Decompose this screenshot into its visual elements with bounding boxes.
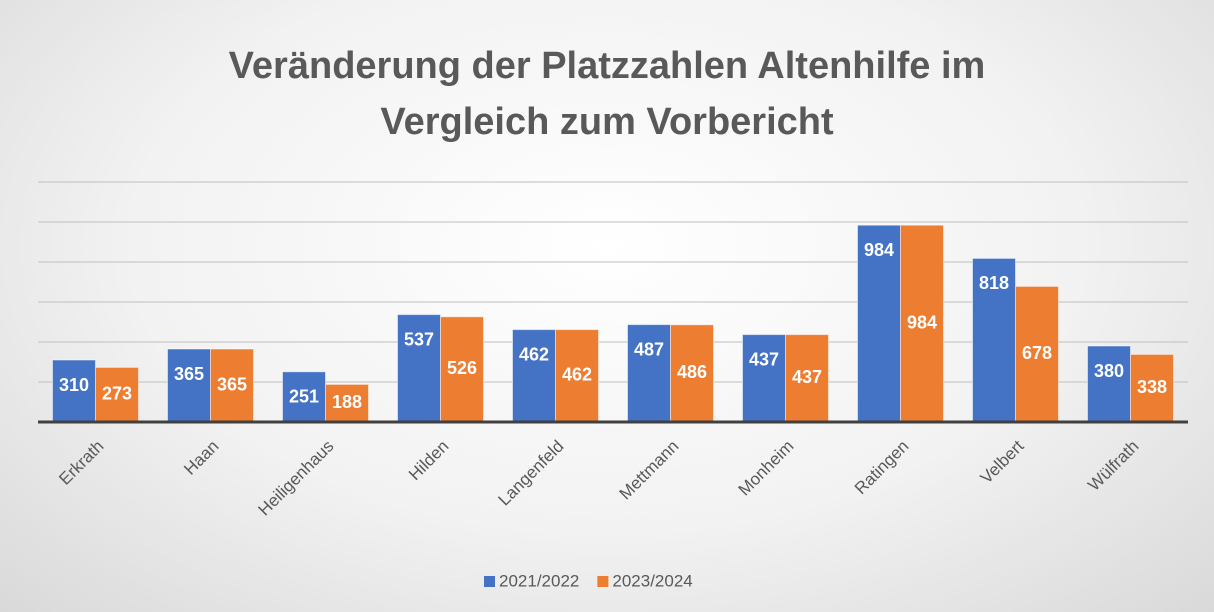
legend-label: 2021/2022 — [499, 571, 579, 590]
bar — [555, 329, 599, 423]
data-label: 487 — [634, 339, 664, 359]
chart-title: Veränderung der Platzzahlen Altenhilfe i… — [228, 45, 986, 143]
data-label: 678 — [1022, 343, 1052, 363]
bar — [325, 383, 369, 423]
data-label: 818 — [979, 273, 1009, 293]
bar — [670, 324, 714, 423]
data-label: 437 — [792, 367, 822, 387]
data-label: 380 — [1094, 361, 1124, 381]
bar — [857, 224, 901, 423]
bar — [1130, 353, 1174, 423]
data-label: 188 — [332, 392, 362, 412]
data-label: 984 — [907, 312, 937, 332]
bar — [1015, 285, 1059, 423]
data-label: 338 — [1137, 377, 1167, 397]
legend-swatch — [484, 576, 495, 587]
data-label: 365 — [174, 364, 204, 384]
bar — [1087, 345, 1131, 423]
legend-swatch — [597, 576, 609, 587]
data-label: 526 — [447, 358, 477, 378]
bar — [900, 224, 944, 423]
x-tick-label: Erkrath — [55, 437, 107, 489]
bar — [210, 348, 254, 423]
bar — [972, 257, 1016, 423]
data-label: 310 — [59, 375, 89, 395]
x-tick-label: Monheim — [735, 437, 798, 500]
bar — [742, 334, 786, 423]
data-label: 462 — [562, 365, 592, 385]
x-tick-label: Wülfrath — [1084, 437, 1142, 495]
data-label: 462 — [519, 344, 549, 364]
data-label: 365 — [217, 374, 247, 394]
data-label: 273 — [102, 383, 132, 403]
x-tick-label: Hilden — [405, 437, 453, 485]
bar — [167, 348, 211, 423]
x-tick-label: Haan — [180, 437, 222, 479]
legend-label: 2023/2024 — [612, 571, 692, 590]
data-label: 537 — [404, 329, 434, 349]
x-tick-label: Velbert — [977, 436, 1028, 487]
data-label: 251 — [289, 387, 319, 407]
x-tick-label: Ratingen — [851, 437, 913, 499]
data-label: 437 — [749, 349, 779, 369]
data-label: 486 — [677, 362, 707, 382]
bar — [440, 316, 484, 423]
x-tick-label: Heiligenhaus — [255, 437, 338, 520]
x-tick-label: Mettmann — [616, 437, 683, 504]
data-label: 984 — [864, 240, 894, 260]
x-tick-label: Langenfeld — [495, 437, 568, 510]
